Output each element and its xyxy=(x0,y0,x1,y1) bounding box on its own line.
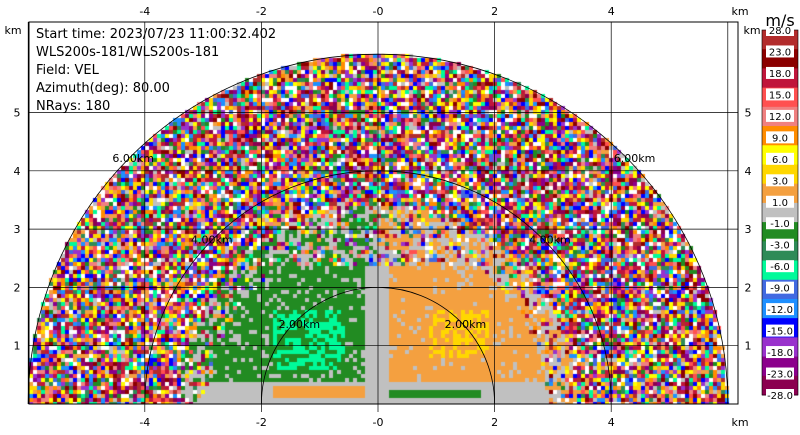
colorbar-tick-label: -15.0 xyxy=(767,327,793,338)
colorbar-tick-bg xyxy=(766,260,794,273)
colorbar-tick-bg xyxy=(766,238,794,251)
x-tick-label-top: -0 xyxy=(373,5,384,18)
x-tick-label-bottom: 4 xyxy=(608,416,615,429)
colorbar-tick-label: -1.0 xyxy=(770,219,790,230)
x-tick-label-bottom: -0 xyxy=(373,416,384,429)
colorbar-tick-bg xyxy=(766,324,794,337)
range-ring-label: 6.00km xyxy=(112,152,154,165)
range-ring-label: 4.00km xyxy=(191,234,233,247)
colorbar-tick-bg xyxy=(766,174,794,187)
colorbar-tick-label: 12.0 xyxy=(769,112,791,123)
colorbar-tick-bg xyxy=(766,195,794,208)
colorbar-tick-label: 1.0 xyxy=(772,198,788,209)
colorbar-tick-bg xyxy=(766,131,794,144)
velocity-ppi-image xyxy=(29,22,738,404)
x-tick-label-top: 2 xyxy=(491,5,498,18)
colorbar-tick-label: 3.0 xyxy=(772,176,788,187)
colorbar-tick-label: -28.0 xyxy=(767,391,793,402)
range-ring xyxy=(144,170,612,405)
colorbar-tick-bg xyxy=(766,109,794,122)
y-tick-label-left: 5 xyxy=(14,107,21,120)
x-tick-label-top: 4 xyxy=(608,5,615,18)
range-ring xyxy=(261,287,495,405)
colorbar-tick-label: -18.0 xyxy=(767,348,793,359)
colorbar-unit-label: m/s xyxy=(765,11,794,30)
y-axis-unit-right: km xyxy=(743,24,760,37)
x-tick-label-top: -4 xyxy=(139,5,150,18)
y-tick-label-right: 1 xyxy=(745,340,752,353)
colorbar-tick-bg xyxy=(766,389,794,401)
colorbar-tick-label: 18.0 xyxy=(769,69,791,80)
y-tick-label-left: 1 xyxy=(14,340,21,353)
colorbar-tick-label: -9.0 xyxy=(770,284,790,295)
colorbar-tick-bg xyxy=(766,367,794,380)
colorbar-tick-label: -3.0 xyxy=(770,241,790,252)
y-tick-label-right: 3 xyxy=(745,223,752,236)
colorbar-tick-bg xyxy=(766,346,794,359)
colorbar-tick-bg xyxy=(766,152,794,165)
colorbar-tick-label: 23.0 xyxy=(769,47,791,58)
colorbar-tick-label: 9.0 xyxy=(772,133,788,144)
colorbar-tick-bg xyxy=(766,66,794,79)
x-tick-label-top: -2 xyxy=(256,5,267,18)
y-tick-label-right: 5 xyxy=(745,107,752,120)
colorbar-tick-bg xyxy=(766,217,794,230)
range-ring xyxy=(27,53,729,405)
colorbar-tick-bg xyxy=(766,281,794,294)
plot-frame xyxy=(28,21,739,405)
y-tick-label-left: 4 xyxy=(14,165,21,178)
colorbar-tick-label: 28.0 xyxy=(769,26,791,37)
y-tick-label-left: 3 xyxy=(14,223,21,236)
y-tick-label-right: 4 xyxy=(745,165,752,178)
colorbar-tick-bg xyxy=(766,45,794,58)
x-tick-label-bottom: -4 xyxy=(139,416,150,429)
colorbar-tick-label: -6.0 xyxy=(770,262,790,273)
range-ring-label: 4.00km xyxy=(529,234,571,247)
range-ring-label: 2.00km xyxy=(445,318,487,331)
colorbar-tick-label: 6.0 xyxy=(772,155,788,166)
colorbar-tick-label: -23.0 xyxy=(767,370,793,381)
range-ring-label: 2.00km xyxy=(279,318,321,331)
colorbar-tick-label: -12.0 xyxy=(767,305,793,316)
x-tick-label-bottom: -2 xyxy=(256,416,267,429)
y-axis-unit-left: km xyxy=(4,24,21,37)
y-tick-label-left: 2 xyxy=(14,281,21,294)
y-tick-label-right: 2 xyxy=(745,281,752,294)
colorbar-tick-bg xyxy=(766,303,794,316)
range-ring-label: 6.00km xyxy=(614,152,656,165)
colorbar-tick-bg xyxy=(766,24,794,36)
colorbar-tick-bg xyxy=(766,88,794,101)
colorbar-tick-label: 15.0 xyxy=(769,90,791,101)
x-tick-label-bottom: 2 xyxy=(491,416,498,429)
x-axis-unit-top: km xyxy=(731,5,748,18)
x-axis-unit-bottom: km xyxy=(731,416,748,429)
